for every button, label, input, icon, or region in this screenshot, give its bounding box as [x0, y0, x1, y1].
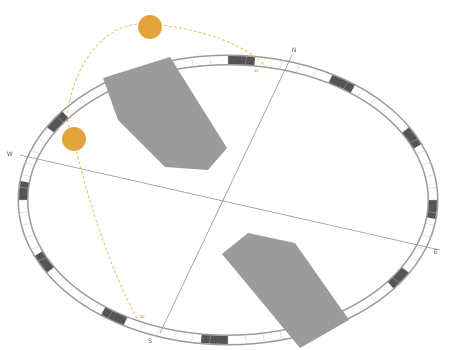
- ring-tick: [391, 116, 401, 123]
- ring-tick: [381, 106, 389, 114]
- ring-tick: [155, 326, 160, 337]
- ring-tick: [191, 332, 194, 343]
- ring-tick: [191, 57, 194, 68]
- ring-tick: [245, 334, 247, 345]
- ring-inner-light: [19, 56, 437, 344]
- sun-icon: [62, 127, 86, 151]
- ring-tick: [262, 57, 265, 68]
- ring-tick: [427, 187, 438, 189]
- ring-tick: [25, 162, 35, 166]
- ring-tick: [107, 310, 114, 319]
- east-west-axis: [19, 154, 441, 251]
- ring-tick: [30, 150, 41, 155]
- marker-label-bottom: 12: [140, 314, 145, 319]
- ring-tick: [18, 187, 29, 189]
- ring-dark-segment: [227, 56, 256, 66]
- sun-path-connector: [67, 99, 75, 143]
- marker-label-top: 12: [254, 68, 259, 73]
- ring-tick: [424, 174, 435, 177]
- ring-tick: [92, 88, 100, 97]
- compass-south-label: S: [148, 339, 152, 345]
- ring-tick: [79, 295, 87, 303]
- ring-tick: [409, 138, 419, 144]
- ring-tick: [245, 55, 247, 66]
- ring-dark-segment: [427, 199, 437, 220]
- ring-tick: [37, 256, 47, 262]
- ring-tick: [421, 162, 431, 166]
- ring-tick: [18, 211, 29, 213]
- ring-tick: [415, 245, 426, 250]
- ring-tick: [279, 330, 283, 341]
- ring-tick: [415, 150, 426, 155]
- ring-band: [17, 54, 439, 346]
- compass-east-label: E: [434, 250, 438, 256]
- ring-tick: [25, 234, 35, 238]
- ring-tick: [369, 295, 377, 303]
- ring-tick: [401, 127, 410, 133]
- ring-tick: [356, 88, 364, 97]
- ring-dark-segment: [329, 75, 355, 93]
- ring-tick: [46, 267, 55, 273]
- ring-tick: [342, 310, 349, 319]
- ring-tick: [67, 286, 75, 294]
- compass-west-label: W: [7, 152, 13, 158]
- axis-lines: [19, 54, 441, 334]
- ring-tick: [173, 330, 177, 341]
- ring-dark-segment: [19, 180, 29, 201]
- ring-tick: [327, 74, 334, 84]
- sun-icon: [138, 15, 162, 39]
- ring-tick: [427, 211, 438, 213]
- ring-tick: [409, 256, 419, 262]
- ring-tick: [92, 303, 100, 312]
- ring-tick: [21, 223, 32, 226]
- ring-tick: [262, 332, 265, 343]
- ring-tick: [55, 277, 65, 284]
- ring-tick: [421, 234, 431, 238]
- ring-tick: [46, 127, 55, 133]
- ring-dark-segment: [35, 251, 54, 273]
- ring-tick: [312, 68, 317, 78]
- ring-tick: [342, 81, 349, 90]
- building-shadow-south: [222, 233, 349, 348]
- ring-tick: [139, 322, 144, 332]
- ring-tick: [37, 138, 47, 144]
- ring-tick: [122, 316, 129, 326]
- ring-dark-segment: [101, 307, 127, 325]
- ring-tick: [21, 174, 32, 177]
- ring-tick: [369, 97, 377, 105]
- ring-tick: [356, 303, 364, 312]
- ring-tick: [391, 277, 401, 284]
- north-south-axis: [159, 54, 293, 334]
- ring-tick: [79, 97, 87, 105]
- ring-tick: [209, 334, 211, 345]
- ring-tick: [424, 223, 435, 226]
- ring-tick: [209, 55, 211, 66]
- ring-tick: [55, 116, 65, 123]
- ring-dark-segment: [200, 334, 229, 344]
- ring-tick: [30, 245, 41, 250]
- ring-dark-segment: [402, 127, 421, 149]
- ring-tick: [401, 267, 410, 273]
- building-shadow-north: [103, 57, 227, 170]
- ring-tick: [279, 59, 283, 70]
- sun-path-lower-arc: [73, 141, 139, 321]
- ring-ticks: [18, 55, 438, 345]
- ring-tick: [296, 63, 301, 74]
- compass-north-label: N: [292, 48, 296, 54]
- ring-tick: [381, 286, 389, 294]
